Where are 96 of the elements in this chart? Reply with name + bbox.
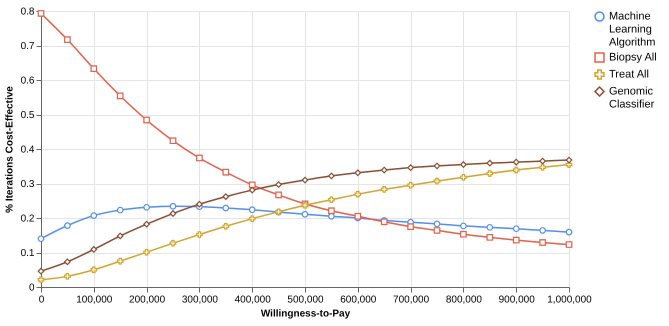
point bbox=[170, 137, 176, 144]
point bbox=[566, 228, 572, 236]
point bbox=[64, 272, 71, 280]
point bbox=[143, 220, 150, 228]
point bbox=[380, 186, 388, 193]
point bbox=[222, 193, 230, 200]
point bbox=[407, 164, 414, 171]
point bbox=[434, 227, 440, 234]
point bbox=[248, 215, 256, 222]
point bbox=[566, 241, 572, 248]
point bbox=[302, 176, 308, 184]
y-tick-label: 0 bbox=[28, 282, 35, 294]
point bbox=[328, 207, 335, 214]
point bbox=[434, 178, 440, 184]
x-axis-title: Willingness-to-Pay bbox=[260, 308, 351, 320]
point bbox=[64, 258, 71, 266]
x-tick-label: 600,000 bbox=[340, 294, 377, 306]
point bbox=[170, 202, 176, 210]
point bbox=[512, 166, 520, 174]
point bbox=[116, 232, 124, 240]
x-tick-label: 900,000 bbox=[498, 294, 536, 306]
point bbox=[512, 225, 520, 232]
point bbox=[143, 204, 150, 211]
point bbox=[196, 154, 203, 162]
point bbox=[38, 235, 44, 242]
point bbox=[248, 206, 256, 214]
point bbox=[196, 231, 203, 238]
point bbox=[354, 169, 362, 176]
y-tick-label: 0.4 bbox=[20, 144, 35, 156]
point bbox=[539, 164, 546, 171]
point bbox=[170, 240, 176, 247]
x-tick-label: 500,000 bbox=[287, 294, 324, 306]
point bbox=[116, 258, 124, 264]
point bbox=[275, 192, 282, 198]
y-tick-label: 0.7 bbox=[20, 41, 35, 52]
point bbox=[434, 162, 440, 170]
point bbox=[512, 158, 520, 166]
x-tick-label: 800,000 bbox=[446, 294, 482, 306]
point bbox=[116, 206, 124, 214]
point bbox=[407, 182, 414, 189]
point bbox=[302, 210, 308, 218]
point bbox=[460, 161, 467, 168]
point bbox=[90, 246, 98, 253]
y-axis-title: % Iterations Cost-Effective bbox=[4, 86, 16, 213]
point bbox=[143, 116, 150, 124]
x-tick-label: 700,000 bbox=[393, 294, 430, 306]
point bbox=[486, 234, 494, 241]
point bbox=[566, 156, 572, 164]
point bbox=[539, 227, 546, 234]
y-tick-label: 0.1 bbox=[20, 248, 35, 259]
x-tick-label: 400,000 bbox=[234, 294, 272, 306]
point bbox=[248, 186, 256, 194]
point bbox=[143, 248, 150, 256]
point bbox=[407, 223, 414, 230]
point bbox=[222, 168, 230, 176]
y-tick-label: 0.2 bbox=[20, 214, 35, 224]
point bbox=[275, 181, 282, 188]
point bbox=[248, 182, 256, 188]
point bbox=[170, 210, 176, 217]
point bbox=[196, 200, 203, 208]
y-tick-label: 0.5 bbox=[20, 110, 35, 121]
point bbox=[328, 196, 335, 204]
y-tick-label: 0.6 bbox=[20, 76, 35, 86]
point bbox=[116, 92, 124, 100]
x-tick-label: 200,000 bbox=[129, 294, 166, 306]
y-tick-label: 0.8 bbox=[20, 6, 35, 18]
legend-label: Treat All bbox=[609, 68, 649, 80]
point bbox=[38, 268, 44, 274]
point bbox=[460, 230, 467, 238]
point bbox=[222, 222, 230, 230]
point bbox=[486, 224, 494, 231]
point bbox=[64, 36, 71, 43]
legend-label: Genomic Classifier bbox=[609, 86, 655, 110]
point bbox=[539, 239, 546, 246]
point bbox=[460, 174, 467, 181]
x-tick-label: 1,000,000 bbox=[547, 294, 592, 306]
point bbox=[512, 236, 520, 244]
legend-label: Biopsy All bbox=[609, 52, 657, 64]
x-tick-label: 300,000 bbox=[182, 294, 218, 306]
point bbox=[90, 266, 98, 274]
point bbox=[90, 65, 98, 72]
point bbox=[64, 222, 71, 229]
point bbox=[222, 204, 230, 212]
point bbox=[539, 158, 546, 164]
point bbox=[434, 220, 440, 228]
point bbox=[354, 190, 362, 198]
x-tick-label: 0 bbox=[38, 294, 45, 306]
point bbox=[328, 172, 335, 180]
y-tick-label: 0.3 bbox=[20, 179, 35, 190]
point bbox=[486, 170, 494, 177]
point bbox=[486, 160, 494, 166]
legend-label: Machine Learning Algorithm bbox=[609, 10, 656, 48]
point bbox=[90, 212, 98, 219]
point bbox=[460, 222, 467, 230]
point bbox=[380, 166, 388, 174]
x-tick-label: 100,000 bbox=[76, 294, 113, 306]
